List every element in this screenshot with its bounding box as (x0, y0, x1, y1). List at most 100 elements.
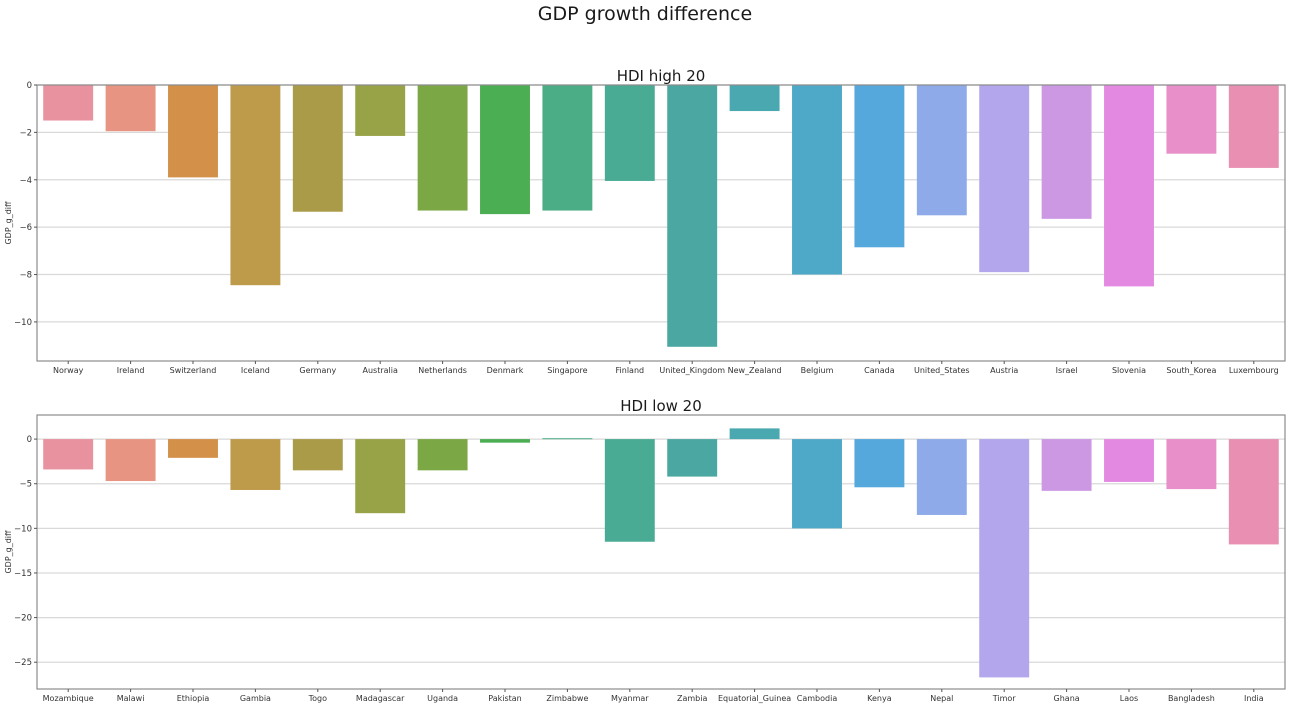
bar-new-zealand (729, 85, 780, 112)
x-tick-label: Norway (53, 366, 84, 375)
x-tick-label: India (1244, 694, 1264, 703)
bar-united-kingdom (667, 85, 718, 347)
bar-uganda (417, 439, 468, 471)
y-ticks: 0 −5 −10 −15 −20 −25 (14, 435, 37, 668)
y-tick-label: −4 (19, 176, 32, 186)
bar-iceland (230, 85, 281, 286)
bar-denmark (480, 85, 530, 215)
x-tick-label: Luxembourg (1229, 366, 1279, 375)
bars (43, 428, 1279, 678)
x-tick-label: Iceland (241, 366, 270, 375)
bar-singapore (542, 85, 593, 211)
x-tick-label: Germany (299, 366, 336, 375)
x-tick-label: Finland (616, 366, 645, 375)
x-ticks: Mozambique Malawi Ethiopia Gambia Togo Madaga… (43, 689, 1264, 703)
x-tick-label: Pakistan (488, 694, 522, 703)
bar-slovenia (1104, 85, 1154, 287)
bar-united-states (916, 85, 967, 216)
bar-ireland (105, 85, 156, 132)
x-tick-label: Togo (308, 694, 328, 703)
y-tick-label: −15 (14, 569, 32, 579)
y-tick-label: 0 (27, 81, 32, 91)
bar-mozambique (43, 439, 94, 470)
x-tick-label: Laos (1120, 694, 1138, 703)
figure-title: GDP growth difference (537, 3, 753, 25)
x-tick-label: Myanmar (611, 694, 649, 703)
bar-togo (292, 439, 343, 471)
x-tick-label: Bangladesh (1168, 694, 1215, 703)
x-tick-label: Ethiopia (177, 694, 210, 703)
x-tick-label: Slovenia (1112, 366, 1146, 375)
x-tick-label: United_States (914, 366, 970, 375)
x-tick-label: Uganda (427, 694, 458, 703)
y-axis-label: GDP_g_diff (4, 530, 13, 574)
axes-frame (36, 414, 1286, 690)
y-tick-label: −10 (14, 524, 32, 534)
x-tick-label: Netherlands (418, 366, 467, 375)
axes-border (36, 414, 1286, 690)
x-tick-label: Canada (864, 366, 895, 375)
y-tick-label: −2 (19, 128, 32, 138)
subplot-title: HDI low 20 (620, 397, 702, 415)
x-tick-label: Gambia (240, 694, 271, 703)
subplot-title: HDI high 20 (617, 67, 706, 85)
x-tick-label: Singapore (547, 366, 587, 375)
x-tick-label: Mozambique (43, 694, 94, 703)
bar-zimbabwe (542, 438, 593, 440)
bar-switzerland (168, 85, 218, 178)
bar-zambia (667, 439, 718, 477)
x-tick-label: Ireland (117, 366, 145, 375)
bar-finland (604, 85, 655, 181)
bar-timor (979, 439, 1030, 678)
subplot-hdi-high: HDI high 20 GDP_g_diff 0 −2 −4 −6 −8 −10 Norw… (4, 67, 1286, 375)
x-tick-label: New_Zealand (728, 366, 782, 375)
axes-frame (36, 84, 1286, 362)
bar-kenya (854, 439, 905, 488)
x-tick-label: Cambodia (797, 694, 838, 703)
bar-nepal (916, 439, 967, 515)
bar-canada (854, 85, 905, 248)
subplot-hdi-low: HDI low 20 GDP_g_diff 0 −5 −10 −15 −20 −25 Mo… (4, 397, 1286, 703)
bar-luxembourg (1228, 85, 1279, 168)
x-tick-label: Madagascar (356, 694, 405, 703)
x-tick-label: Ghana (1054, 694, 1080, 703)
y-tick-label: −5 (19, 480, 32, 490)
bar-laos (1104, 439, 1154, 482)
y-tick-label: −8 (19, 271, 32, 281)
bars (43, 85, 1279, 347)
x-tick-label: Israel (1056, 366, 1078, 375)
y-ticks: 0 −2 −4 −6 −8 −10 (14, 81, 37, 328)
axes-border (36, 84, 1286, 362)
bar-israel (1041, 85, 1092, 219)
bar-germany (292, 85, 343, 212)
x-tick-label: Australia (363, 366, 398, 375)
bar-austria (979, 85, 1030, 273)
x-tick-label: United_Kingdom (659, 366, 725, 375)
x-tick-label: Equatorial_Guinea (718, 694, 791, 703)
bar-ghana (1041, 439, 1092, 491)
bar-india (1228, 439, 1279, 545)
y-tick-label: −6 (19, 223, 32, 233)
y-tick-label: −10 (14, 318, 32, 328)
bar-south-korea (1166, 85, 1217, 154)
bar-myanmar (604, 439, 655, 542)
x-tick-label: Kenya (867, 694, 892, 703)
y-axis-label: GDP_g_diff (4, 201, 13, 245)
bar-gambia (230, 439, 281, 490)
bar-pakistan (480, 439, 530, 443)
bar-cambodia (792, 439, 842, 529)
x-tick-label: Switzerland (170, 366, 217, 375)
bar-ethiopia (168, 439, 218, 458)
x-tick-label: Malawi (117, 694, 145, 703)
bar-bangladesh (1166, 439, 1217, 490)
y-tick-label: 0 (27, 435, 32, 445)
x-tick-label: Timor (992, 694, 1017, 703)
x-tick-label: Nepal (930, 694, 953, 703)
x-ticks: Norway Ireland Switzerland Iceland Germany Au… (53, 361, 1279, 375)
bar-belgium (792, 85, 842, 275)
bar-equatorial-guinea (729, 428, 780, 440)
x-tick-label: Zambia (677, 694, 707, 703)
x-tick-label: Denmark (487, 366, 524, 375)
y-tick-label: −25 (14, 658, 32, 668)
